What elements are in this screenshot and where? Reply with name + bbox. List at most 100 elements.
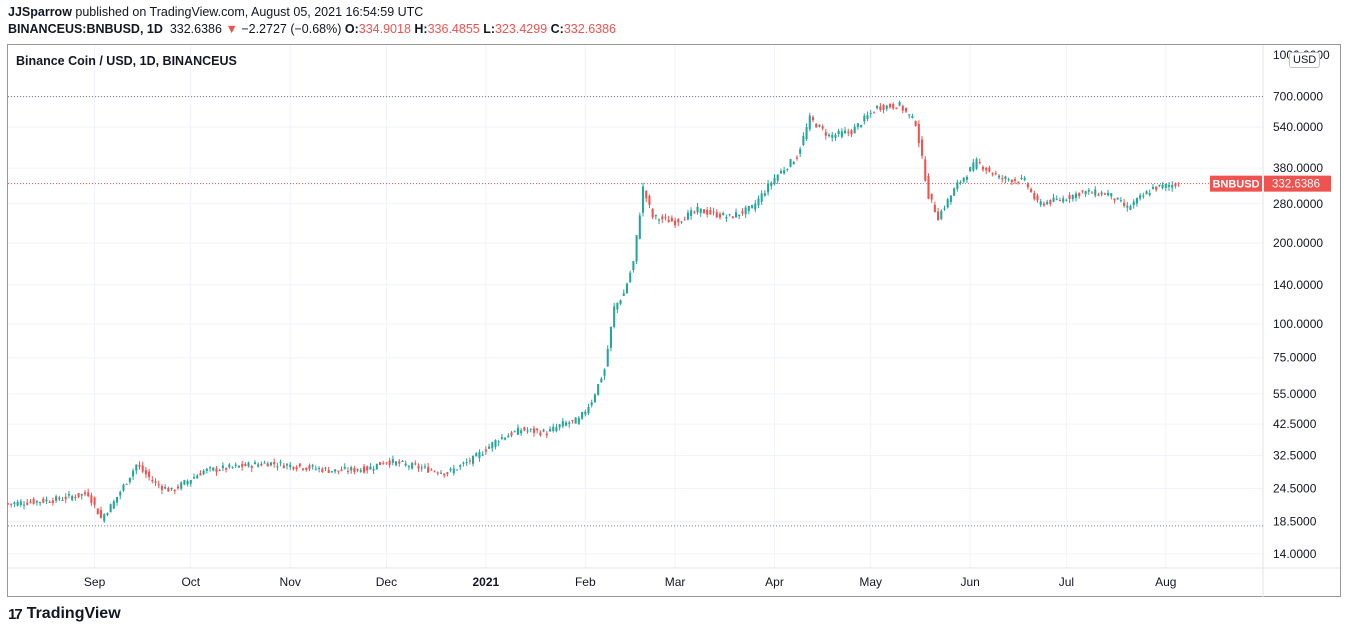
candle-up [526, 430, 529, 432]
candle-down [32, 498, 35, 504]
candle-down [795, 157, 799, 159]
candle-down [417, 465, 420, 469]
candle-up [103, 514, 106, 521]
candle-up [359, 470, 362, 472]
candle-up [1071, 194, 1074, 200]
candle-down [157, 484, 160, 486]
symbol-tag: BNBUSD [1212, 179, 1259, 191]
candle-down [1155, 186, 1158, 190]
candle-down [741, 211, 744, 214]
currency-button[interactable]: USD [1289, 52, 1321, 68]
candle-up [789, 159, 792, 167]
candle-down [74, 497, 77, 499]
candle-up [728, 214, 731, 216]
publisher-line: JJSparrow published on TradingView.com, … [8, 5, 423, 19]
candle-up [635, 235, 638, 262]
candle-down [340, 469, 343, 471]
candle-down [670, 217, 673, 222]
candle-up [600, 378, 603, 383]
candle-down [42, 498, 45, 503]
candle-up [247, 462, 250, 467]
candle-up [770, 182, 773, 187]
candle-down [302, 468, 305, 470]
candle-up [1084, 191, 1087, 195]
candle-up [180, 482, 183, 489]
candle-up [35, 500, 38, 503]
candle-up [542, 429, 545, 432]
candle-up [1074, 193, 1078, 198]
tradingview-footer[interactable]: 17 TradingView [8, 605, 121, 623]
candles-group [6, 100, 1180, 523]
candle-down [295, 467, 298, 470]
candle-down [26, 502, 29, 505]
candle-down [1033, 193, 1036, 200]
candle-up [205, 468, 208, 471]
candle-down [93, 497, 96, 505]
candle-down [901, 105, 904, 111]
candle-up [690, 210, 693, 216]
high-label: H: [414, 22, 428, 36]
candle-up [808, 115, 811, 130]
candle-down [1042, 203, 1045, 206]
candle-up [783, 170, 786, 174]
candle-up [1046, 201, 1049, 204]
candle-down [446, 472, 449, 475]
candle-down [1113, 198, 1116, 201]
candle-up [898, 102, 901, 106]
candle-up [619, 300, 622, 304]
candle-down [664, 216, 667, 218]
candle-down [702, 209, 705, 214]
candle-down [244, 463, 247, 466]
candle-up [1161, 184, 1164, 188]
candle-down [933, 204, 936, 213]
candle-up [55, 496, 58, 501]
candle-up [638, 215, 641, 239]
x-tick-label: May [859, 575, 882, 589]
candle-up [581, 412, 584, 419]
candle-up [962, 177, 965, 182]
candle-up [853, 126, 856, 134]
candle-down [539, 432, 542, 436]
candle-up [751, 205, 754, 208]
candle-up [529, 428, 532, 430]
candle-up [289, 464, 292, 468]
y-tick-label: 24.5000 [1273, 482, 1317, 496]
candle-up [212, 467, 215, 471]
candle-up [943, 208, 946, 210]
x-tick-label: Nov [280, 575, 301, 589]
candle-up [234, 464, 237, 466]
candle-up [1129, 206, 1132, 210]
candle-up [497, 441, 500, 443]
candle-down [160, 486, 163, 490]
x-tick-label: Aug [1155, 575, 1176, 589]
candle-down [199, 473, 202, 476]
candle-up [1158, 184, 1161, 186]
candle-up [500, 437, 503, 439]
candle-down [144, 469, 147, 475]
candle-up [285, 464, 289, 466]
candle-down [821, 126, 824, 129]
candle-up [1039, 201, 1042, 205]
candle-up [39, 501, 42, 503]
candle-up [109, 504, 112, 513]
candle-up [722, 212, 725, 216]
candle-down [266, 463, 269, 467]
candle-down [1014, 179, 1017, 181]
candle-down [337, 470, 340, 472]
candle-down [510, 432, 513, 436]
candle-up [908, 114, 911, 116]
candle-down [484, 449, 487, 452]
candle-down [927, 175, 930, 199]
candle-down [985, 167, 988, 171]
author-name[interactable]: JJSparrow [8, 5, 72, 19]
candle-down [77, 493, 80, 497]
candle-down [917, 124, 920, 144]
y-tick-label: 55.0000 [1273, 387, 1317, 401]
candle-up [1164, 183, 1167, 188]
candle-up [423, 466, 426, 468]
candle-down [218, 470, 221, 472]
candle-down [930, 193, 933, 200]
candle-up [956, 182, 959, 189]
candle-up [940, 211, 943, 220]
